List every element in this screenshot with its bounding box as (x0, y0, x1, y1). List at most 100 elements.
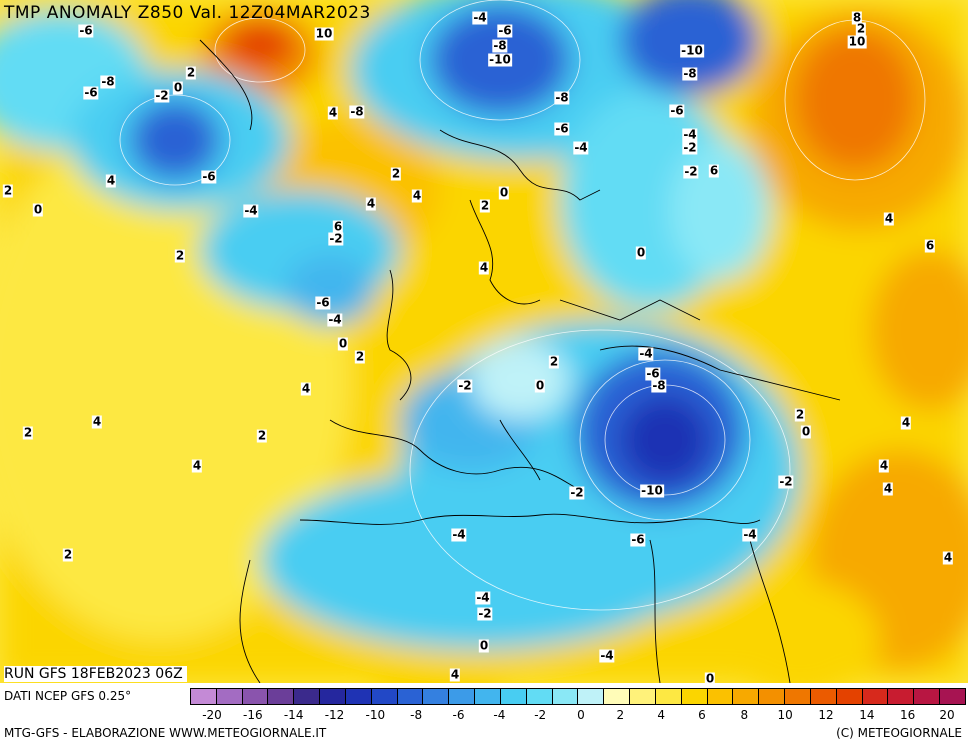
map-title: TMP ANOMALY Z850 Val. 12Z04MAR2023 (4, 3, 371, 23)
isoline-value-label: 4 (191, 458, 203, 473)
isoline-value-label: 0 (172, 80, 184, 95)
colorbar-tick-label: -12 (324, 708, 345, 722)
colorbar-swatch (320, 689, 346, 704)
isoline-value-label: -4 (599, 648, 615, 663)
isoline-value-label: -2 (682, 140, 698, 155)
credit-left: MTG-GFS - ELABORAZIONE WWW.METEOGIORNALE… (4, 726, 327, 740)
credit-right: (C) METEOGIORNALE (836, 726, 962, 740)
colorbar-swatch (242, 689, 269, 704)
isoline-value-label: -4 (742, 527, 758, 542)
isoline-value-label: 4 (105, 173, 117, 188)
colorbar-tick-label: 4 (657, 708, 665, 722)
isoline-value-label: -2 (457, 378, 473, 393)
colorbar-swatch (940, 689, 965, 704)
isoline-value-label: 4 (327, 105, 339, 120)
colorbar-tick-label: 0 (577, 708, 585, 722)
isoline-value-label: 2 (62, 547, 74, 562)
isoline-value-label: -10 (488, 52, 512, 67)
isoline-value-label: -6 (554, 121, 570, 136)
map-panel: -6 -8 -6 -2 0 2 10 -4 -6 -8 -10 -10 -8 -8 -6 -6 -4 -2 -4 -2… (0, 0, 968, 683)
isoline-value-label: 2 (855, 21, 867, 36)
colorbar-tick-label: 10 (777, 708, 793, 722)
isoline-value-label: 0 (534, 378, 546, 393)
colorbar-swatch (810, 689, 837, 704)
isoline-value-label: -4 (638, 346, 654, 361)
colorbar-swatch (862, 689, 889, 704)
colorbar-swatch (371, 689, 398, 704)
isoline-value-label: -2 (778, 474, 794, 489)
isoline-value-label: 0 (32, 202, 44, 217)
colorbar-swatch (475, 689, 501, 704)
colorbar-swatch (191, 689, 217, 704)
isoline-value-label: 4 (942, 550, 954, 565)
isoline-value-label: 0 (498, 185, 510, 200)
isoline-value-label: 4 (300, 381, 312, 396)
colorbar-tick-label: 14 (859, 708, 875, 722)
isoline-value-label: 4 (91, 414, 103, 429)
isoline-value-label: -6 (201, 169, 217, 184)
isoline-value-label: 0 (478, 638, 490, 653)
isoline-value-label: 2 (2, 183, 14, 198)
colorbar-swatch (449, 689, 476, 704)
isoline-value-label: 6 (708, 163, 720, 178)
isoline-value-label: -4 (327, 312, 343, 327)
isoline-value-label: -6 (645, 366, 661, 381)
run-label: RUN GFS 18FEB2023 06Z (4, 666, 187, 682)
colorbar-tick-label: -6 (452, 708, 465, 722)
colorbar-tick-label: 6 (698, 708, 706, 722)
colorbar-tick-label: 16 (900, 708, 916, 722)
anomaly-map (0, 0, 968, 683)
isoline-value-label: -2 (328, 231, 344, 246)
colorbar-tick-label: 2 (616, 708, 625, 722)
colorbar-swatch (604, 689, 631, 704)
isoline-value-label: -8 (554, 90, 570, 105)
isoline-value-label: -6 (669, 103, 685, 118)
isoline-value-label: 8 (851, 10, 863, 25)
isoline-value-label: -4 (682, 127, 698, 142)
isoline-value-label: 2 (174, 248, 186, 263)
colorbar-swatch (655, 689, 682, 704)
isoline-value-label: -10 (680, 43, 704, 58)
isoline-value-label: 4 (411, 188, 423, 203)
isoline-value-label: 0 (704, 672, 716, 683)
colorbar-tick-label: -2 (534, 708, 547, 722)
isoline-value-label: -10 (640, 483, 664, 498)
colorbar (190, 688, 966, 705)
isoline-value-label: 6 (332, 219, 344, 234)
colorbar-swatch (397, 689, 424, 704)
isoline-value-label: -4 (573, 140, 589, 155)
isoline-value-label: -8 (100, 74, 116, 89)
isoline-value-label: 6 (924, 238, 936, 253)
isoline-value-label: -2 (683, 164, 699, 179)
colorbar-swatch (500, 689, 527, 704)
colorbar-swatch (526, 689, 553, 704)
colorbar-ticks: -20 -16 -14 -12 -10 -8 -6 -4 -2 0 2 4 6 8 10 12 14 16 20 (190, 708, 966, 724)
isoline-value-label: -2 (569, 485, 585, 500)
isoline-value-label: 4 (900, 415, 912, 430)
colorbar-tick-label: 12 (818, 708, 834, 722)
isoline-value-label: 4 (883, 211, 895, 226)
colorbar-tick-label: -8 (410, 708, 423, 722)
isoline-value-label: 0 (337, 336, 349, 351)
colorbar-swatch (914, 689, 941, 704)
isoline-value-label: -8 (349, 104, 365, 119)
colorbar-tick-label: -20 (202, 708, 222, 722)
colorbar-swatch (888, 689, 915, 704)
isoline-value-label: -4 (451, 527, 467, 542)
isoline-value-label: 2 (548, 354, 560, 369)
isoline-value-label: 2 (390, 166, 402, 181)
isoline-value-label: 2 (794, 407, 806, 422)
isoline-value-label: 4 (878, 458, 890, 473)
isoline-value-label: 10 (314, 26, 334, 41)
colorbar-tick-label: -16 (243, 708, 263, 722)
isoline-value-label: 2 (22, 425, 34, 440)
anomaly-field (0, 0, 968, 683)
isoline-value-label: -6 (497, 23, 513, 38)
isoline-value-label: 0 (800, 424, 812, 439)
isoline-value-label: 4 (478, 260, 490, 275)
colorbar-tick-label: -14 (283, 708, 304, 722)
isoline-value-label: -8 (492, 38, 508, 53)
isoline-value-label: -4 (475, 590, 491, 605)
isoline-value-label: 4 (882, 481, 894, 496)
colorbar-swatch (630, 689, 656, 704)
